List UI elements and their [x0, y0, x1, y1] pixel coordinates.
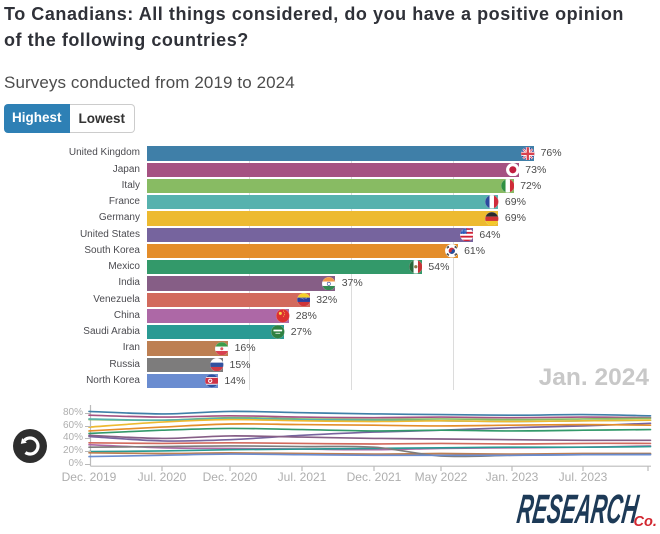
svg-text:Co.: Co. [634, 514, 657, 530]
svg-text:RESEARCH: RESEARCH [515, 487, 642, 532]
